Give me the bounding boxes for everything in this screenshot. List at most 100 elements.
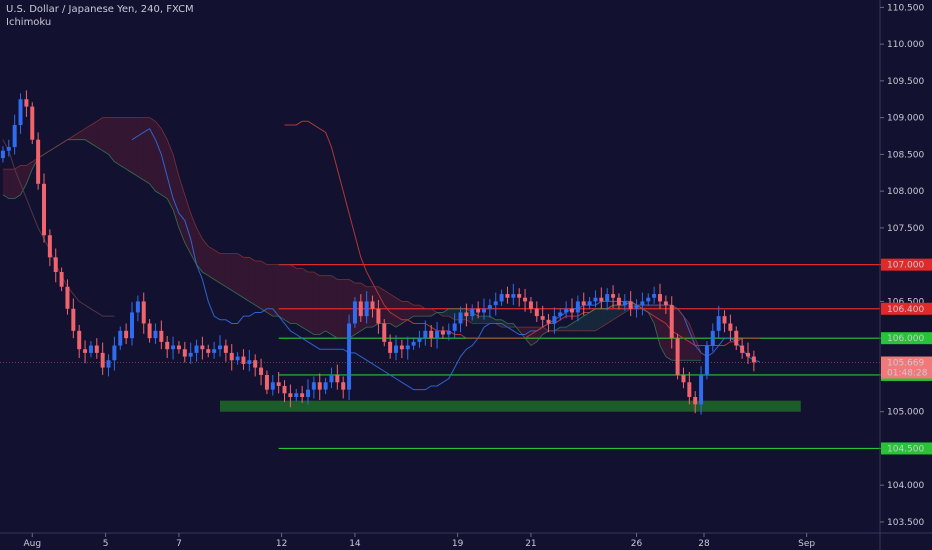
y-tick-label: 106.500 bbox=[887, 297, 924, 307]
x-tick-label: 28 bbox=[698, 539, 710, 549]
cloud-segment bbox=[261, 260, 267, 313]
level-price-label: 107.000 bbox=[887, 261, 924, 271]
candle-body bbox=[182, 349, 187, 357]
candle-body bbox=[65, 286, 70, 309]
candle-body bbox=[329, 374, 334, 383]
cloud-segment bbox=[190, 213, 197, 265]
indicator-title[interactable]: Ichimoku bbox=[6, 17, 52, 28]
candle-body bbox=[235, 356, 240, 361]
candle-body bbox=[30, 106, 35, 140]
candle-body bbox=[24, 99, 29, 107]
candle-body bbox=[704, 345, 709, 375]
x-tick-label: 7 bbox=[176, 539, 182, 549]
cloud-segment bbox=[296, 268, 303, 328]
cloud-segment bbox=[566, 323, 572, 331]
cloud-segment bbox=[132, 117, 138, 177]
y-tick-label: 105.000 bbox=[887, 408, 924, 418]
cloud-segment bbox=[484, 316, 490, 324]
cloud-segment bbox=[660, 305, 666, 357]
x-tick-label: 12 bbox=[276, 539, 287, 549]
indicator-lines bbox=[2, 117, 760, 391]
cloud-segment bbox=[208, 246, 215, 280]
cloud-segment bbox=[384, 290, 391, 324]
cloud-segment bbox=[102, 117, 109, 155]
candle-body bbox=[587, 301, 592, 306]
cloud-segment bbox=[79, 128, 86, 140]
candle-body bbox=[135, 301, 140, 313]
cloud-segment bbox=[178, 176, 185, 243]
cloud-segment bbox=[237, 253, 244, 298]
candle-body bbox=[611, 294, 616, 298]
candle-body bbox=[734, 330, 739, 346]
candle-body bbox=[53, 257, 58, 273]
candle-body bbox=[722, 316, 727, 324]
candle-body bbox=[341, 382, 346, 390]
candle-body bbox=[253, 360, 258, 368]
candle-body bbox=[124, 330, 129, 339]
countdown-label: 01:48:28 bbox=[887, 369, 928, 379]
candle-body bbox=[394, 345, 398, 353]
cloud-segment bbox=[266, 264, 273, 317]
candle-body bbox=[300, 393, 305, 397]
cloud-segment bbox=[108, 117, 115, 162]
candle-body bbox=[399, 345, 404, 350]
candle-body bbox=[528, 301, 533, 309]
series-line bbox=[2, 139, 702, 361]
candle-body bbox=[493, 301, 498, 306]
x-tick-label: Sep bbox=[798, 539, 815, 549]
y-tick-label: 104.000 bbox=[887, 481, 924, 491]
x-tick-label: 5 bbox=[103, 539, 109, 549]
candle-body bbox=[575, 301, 580, 313]
y-tick-label: 108.500 bbox=[887, 150, 924, 160]
cloud-segment bbox=[126, 117, 132, 173]
candle-body bbox=[171, 345, 176, 350]
cloud-segment bbox=[519, 327, 526, 339]
cloud-segment bbox=[577, 316, 584, 331]
cloud-segment bbox=[489, 316, 496, 324]
cloud-segment bbox=[73, 132, 80, 140]
x-tick-label: Aug bbox=[23, 539, 41, 549]
candle-body bbox=[212, 349, 217, 353]
candle-body bbox=[18, 99, 23, 125]
candle-body bbox=[540, 316, 545, 320]
candle-body bbox=[229, 352, 234, 361]
candle-body bbox=[423, 330, 428, 339]
x-tick-label: 14 bbox=[349, 539, 361, 549]
candle-body bbox=[388, 341, 393, 353]
candle-body bbox=[36, 139, 41, 184]
candle-body bbox=[112, 345, 117, 361]
cloud-segment bbox=[560, 327, 567, 331]
cloud-segment bbox=[308, 272, 314, 335]
cloud-segment bbox=[595, 308, 602, 331]
current-price-label: 105.669 bbox=[887, 359, 924, 369]
candle-body bbox=[130, 312, 134, 339]
candle-body bbox=[264, 374, 269, 390]
candle-body bbox=[710, 330, 715, 346]
cloud-segment bbox=[366, 286, 373, 328]
candle-body bbox=[446, 330, 451, 335]
x-tick-label: 26 bbox=[631, 539, 643, 549]
candles bbox=[0, 90, 756, 415]
cloud-segment bbox=[243, 257, 250, 302]
cloud-segment bbox=[214, 249, 220, 284]
candle-body bbox=[88, 345, 93, 353]
cloud-segment bbox=[114, 117, 121, 166]
candle-body bbox=[593, 297, 598, 302]
symbol-title[interactable]: U.S. Dollar / Japanese Yen, 240, FXCM bbox=[6, 4, 194, 15]
candle-body bbox=[534, 308, 539, 317]
cloud-segment bbox=[8, 169, 15, 199]
candle-body bbox=[558, 312, 563, 317]
cloud-segment bbox=[607, 305, 614, 324]
candle-body bbox=[317, 382, 322, 390]
candle-body bbox=[176, 345, 181, 350]
y-tick-label: 109.000 bbox=[887, 114, 924, 124]
candle-body bbox=[505, 294, 510, 298]
candle-body bbox=[405, 345, 410, 350]
candle-body bbox=[599, 297, 604, 302]
candle-body bbox=[564, 308, 569, 313]
y-tick-label: 109.500 bbox=[887, 77, 924, 87]
candle-body bbox=[94, 345, 99, 353]
candle-body bbox=[511, 294, 516, 298]
